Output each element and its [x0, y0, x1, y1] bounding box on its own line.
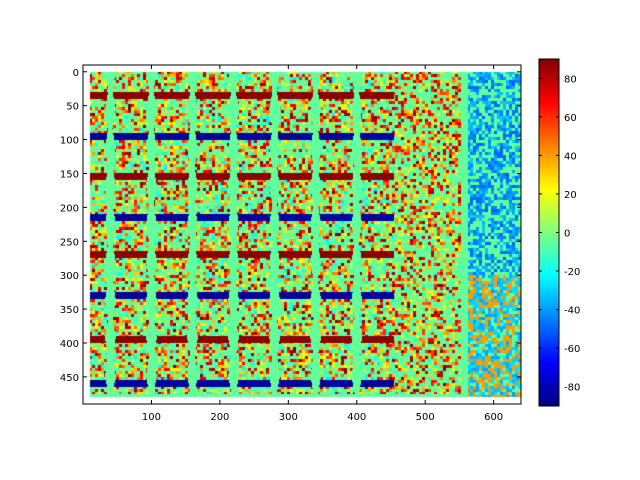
heatmap-image-frame	[83, 65, 521, 404]
colorbar-gradient	[539, 59, 559, 406]
x-tick-label: 400	[347, 412, 366, 423]
x-tick-label: 300	[279, 412, 298, 423]
plot-frame	[82, 64, 522, 405]
colorbar-tick-label: 40	[564, 151, 577, 162]
colorbar-tick-label: 80	[564, 74, 577, 85]
y-tick-label: 100	[60, 136, 79, 147]
heatmap-image	[83, 65, 521, 404]
x-tick-label: 100	[142, 412, 161, 423]
y-tick-label: 50	[66, 102, 79, 113]
y-tick-label: 450	[60, 373, 79, 384]
colorbar-gradient-frame	[539, 59, 559, 406]
colorbar: 80 60 40 20 0 -20 -40 -60 -80	[538, 58, 580, 407]
colorbar-tick-label: 20	[564, 190, 577, 201]
colorbar-tick-label: 0	[564, 229, 570, 240]
colorbar-tick-label: -40	[564, 306, 580, 317]
colorbar-tick-label: 60	[564, 113, 577, 124]
colorbar-tick-label: -20	[564, 267, 580, 278]
colorbar-tick-label: -60	[564, 344, 580, 355]
y-tick-label: 200	[60, 203, 79, 214]
colorbar-tick-label: -80	[564, 383, 580, 394]
x-tick-label: 600	[484, 412, 503, 423]
plot-area	[82, 64, 522, 405]
x-axis: 100 200 300 400 500 600	[142, 65, 503, 423]
colorbar-ticks: 80 60 40 20 0 -20 -40 -60 -80	[539, 74, 580, 394]
y-tick-label: 350	[60, 305, 79, 316]
y-tick-label: 0	[73, 68, 79, 79]
y-axis: 0 50 100 150 200 250 300 350 400 450	[60, 68, 521, 384]
x-tick-label: 500	[416, 412, 435, 423]
y-tick-label: 150	[60, 169, 79, 180]
y-tick-label: 400	[60, 339, 79, 350]
x-tick-label: 200	[210, 412, 229, 423]
y-tick-label: 300	[60, 271, 79, 282]
y-tick-label: 250	[60, 237, 79, 248]
